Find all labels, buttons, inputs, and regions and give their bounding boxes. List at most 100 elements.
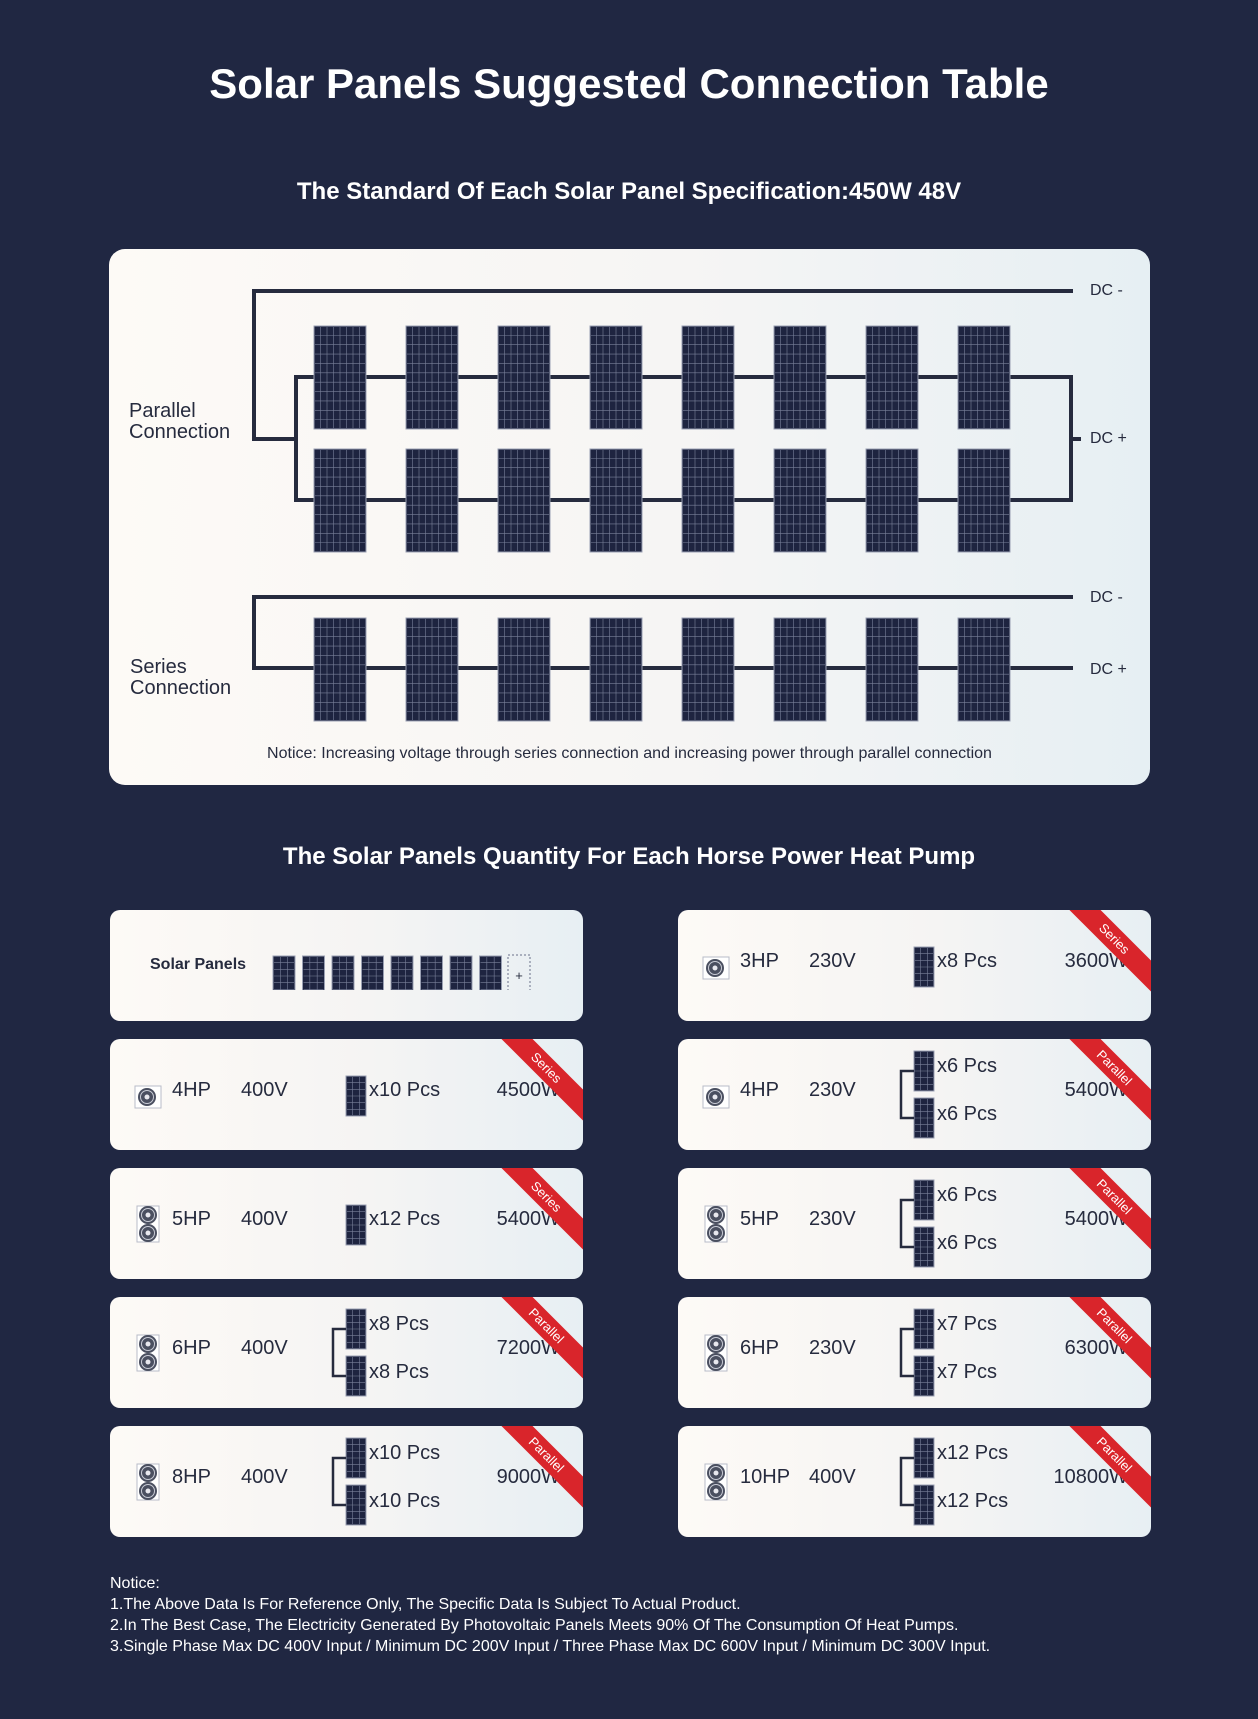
- power-output: 7200W: [496, 1337, 560, 1359]
- heat-pump-icon: [136, 1463, 160, 1501]
- horsepower: 5HP: [172, 1208, 211, 1230]
- heat-pump-icon: [702, 1085, 730, 1109]
- solar-panel-icon: [913, 1308, 935, 1350]
- solar-panel-icon: [449, 955, 473, 990]
- solar-panel-icon: [345, 1075, 367, 1117]
- panel-config-drawing: [331, 1308, 367, 1397]
- solar-panel-icon: [865, 448, 919, 553]
- heat-pump-icon: [704, 1463, 728, 1501]
- panel-quantity: x6 Pcs: [937, 1184, 998, 1206]
- parallel-wire: [331, 1327, 346, 1378]
- fan-icon: [707, 1353, 725, 1371]
- voltage: 400V: [241, 1208, 288, 1230]
- series-connection-label: Series Connection: [130, 657, 231, 699]
- solar-panel-icon: [865, 325, 919, 430]
- series-label-line1: Series: [130, 656, 187, 678]
- panel-quantity: x6 Pcs: [937, 1055, 998, 1077]
- power-output: 9000W: [496, 1466, 560, 1488]
- panel-config-drawing: [331, 1437, 367, 1526]
- voltage: 400V: [241, 1466, 288, 1488]
- solar-panel-icon: [331, 955, 355, 990]
- solar-panel-icon: [345, 1437, 367, 1479]
- heat-pump-row-card: 5HP 400V 5400W x12 Pcs Series: [110, 1168, 583, 1279]
- connection-diagram-drawing: [252, 289, 1081, 722]
- panel-quantity: x6 Pcs: [937, 1103, 998, 1125]
- solar-panel-icon: [345, 1484, 367, 1526]
- parallel-dc-plus-label: DC +: [1090, 430, 1127, 447]
- voltage: 400V: [241, 1079, 288, 1101]
- horsepower: 6HP: [740, 1337, 779, 1359]
- fan-icon: [139, 1353, 157, 1371]
- connection-diagram: Parallel Connection Series Connection DC…: [109, 249, 1150, 785]
- panel-config-drawing: [899, 1437, 935, 1526]
- fan-icon: [707, 1224, 725, 1242]
- solar-panel-icon: [479, 955, 502, 990]
- solar-panel-icon: [913, 1097, 935, 1139]
- solar-panel-icon: [345, 1355, 367, 1397]
- solar-panel-icon: [405, 617, 459, 722]
- solar-panel-icon: [272, 955, 296, 990]
- fan-icon: [706, 959, 724, 977]
- fan-icon: [138, 1088, 156, 1106]
- solar-panel-icon: [361, 955, 384, 990]
- panel-config-drawing: [899, 1308, 935, 1397]
- page-title: Solar Panels Suggested Connection Table: [209, 60, 1049, 107]
- power-output: 10800W: [1053, 1466, 1129, 1488]
- heat-pump-row-card: 4HP 230V 5400W x6 Pcs x6 Pcs Parallel: [678, 1039, 1151, 1150]
- horsepower: 8HP: [172, 1466, 211, 1488]
- heat-pump-row-card: 6HP 400V 7200W x8 Pcs x8 Pcs Parallel: [110, 1297, 583, 1408]
- diagram-notice: Notice: Increasing voltage through serie…: [267, 745, 992, 762]
- fan-icon: [707, 1335, 725, 1353]
- power-output: 5400W: [496, 1208, 560, 1230]
- power-output: 5400W: [1064, 1079, 1128, 1101]
- parallel-wire: [899, 1327, 914, 1378]
- spec-heading: The Standard Of Each Solar Panel Specifi…: [296, 178, 962, 205]
- panel-quantity: x12 Pcs: [937, 1490, 1009, 1512]
- heat-pump-row-card: 6HP 230V 6300W x7 Pcs x7 Pcs Parallel: [678, 1297, 1151, 1408]
- panel-quantity: x12 Pcs: [369, 1208, 441, 1230]
- solar-panel-icon: [913, 1179, 935, 1221]
- solar-panel-icon: [313, 325, 367, 430]
- solar-panel-icon: [405, 325, 459, 430]
- parallel-dc-minus-label: DC -: [1090, 282, 1123, 299]
- solar-panel-icon: [773, 448, 827, 553]
- solar-panel-icon: [589, 617, 643, 722]
- note-line: 2.In The Best Case, The Electricity Gene…: [110, 1617, 959, 1634]
- panel-quantity: x10 Pcs: [369, 1442, 441, 1464]
- solar-panel-icon: [497, 325, 551, 430]
- solar-panel-icon: [313, 617, 367, 722]
- heat-pump-row-card: 3HP 230V 3600W x8 Pcs Series: [678, 910, 1151, 1021]
- series-label-line2: Connection: [130, 677, 232, 699]
- fan-icon: [139, 1206, 157, 1224]
- fan-icon: [139, 1482, 157, 1500]
- solar-panel-icon: [345, 1204, 367, 1246]
- voltage: 230V: [809, 1208, 856, 1230]
- solar-panel-icon: [957, 325, 1011, 430]
- legend-label: Solar Panels: [150, 956, 247, 973]
- parallel-label-line2: Connection: [129, 421, 231, 443]
- solar-panel-icon: [681, 325, 735, 430]
- solar-panel-icon: [913, 1355, 935, 1397]
- voltage: 230V: [809, 1079, 856, 1101]
- solar-panel-icon: [913, 1484, 935, 1526]
- panel-quantity: x6 Pcs: [937, 1232, 998, 1254]
- solar-panel-icon: [913, 1437, 935, 1479]
- heat-pump-row-card: 5HP 230V 5400W x6 Pcs x6 Pcs Parallel: [678, 1168, 1151, 1279]
- horsepower: 3HP: [740, 950, 779, 972]
- solar-panel-icon: [957, 617, 1011, 722]
- solar-panel-icon: [773, 617, 827, 722]
- parallel-wire: [899, 1069, 914, 1120]
- fan-icon: [707, 1206, 725, 1224]
- panel-config-drawing: [913, 946, 935, 988]
- horsepower: 4HP: [172, 1079, 211, 1101]
- panel-quantity: x8 Pcs: [937, 950, 998, 972]
- power-output: 6300W: [1064, 1337, 1128, 1359]
- horsepower: 5HP: [740, 1208, 779, 1230]
- notes-heading: Notice:: [110, 1575, 160, 1592]
- fan-icon: [707, 1482, 725, 1500]
- fan-icon: [707, 1464, 725, 1482]
- panel-config-drawing: [899, 1179, 935, 1268]
- horsepower: 6HP: [172, 1337, 211, 1359]
- parallel-label-line1: Parallel: [129, 400, 196, 422]
- panel-config-drawing: [345, 1075, 367, 1117]
